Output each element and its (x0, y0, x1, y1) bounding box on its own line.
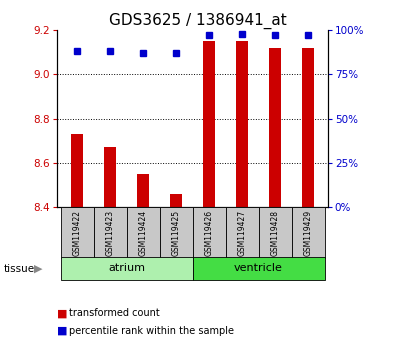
Text: ■: ■ (57, 326, 68, 336)
Text: GSM119425: GSM119425 (171, 210, 181, 256)
Text: GSM119422: GSM119422 (73, 210, 82, 256)
Text: GSM119428: GSM119428 (271, 210, 280, 256)
Bar (292, 207, 325, 258)
Bar (104, 147, 116, 207)
Text: atrium: atrium (108, 263, 145, 273)
Bar (94, 207, 126, 258)
Bar (60, 257, 193, 280)
Text: GSM119429: GSM119429 (303, 210, 312, 256)
Bar (193, 207, 226, 258)
Bar (302, 48, 314, 207)
Text: GDS3625 / 1386941_at: GDS3625 / 1386941_at (109, 12, 286, 29)
Text: ▶: ▶ (34, 263, 42, 274)
Bar (236, 41, 248, 207)
Bar (259, 207, 292, 258)
Text: GSM119427: GSM119427 (237, 210, 246, 256)
Bar (203, 41, 215, 207)
Text: ■: ■ (57, 308, 68, 318)
Bar (226, 207, 259, 258)
Text: ventricle: ventricle (234, 263, 283, 273)
Text: GSM119423: GSM119423 (105, 210, 115, 256)
Text: transformed count: transformed count (69, 308, 160, 318)
Text: tissue: tissue (4, 263, 35, 274)
Bar (126, 207, 160, 258)
Text: GSM119424: GSM119424 (139, 210, 148, 256)
Bar (60, 207, 94, 258)
Text: percentile rank within the sample: percentile rank within the sample (69, 326, 234, 336)
Bar (160, 207, 193, 258)
Text: GSM119426: GSM119426 (205, 210, 214, 256)
Bar (137, 174, 149, 207)
Bar (269, 48, 281, 207)
Bar (170, 194, 182, 207)
Bar (193, 257, 325, 280)
Bar (71, 134, 83, 207)
